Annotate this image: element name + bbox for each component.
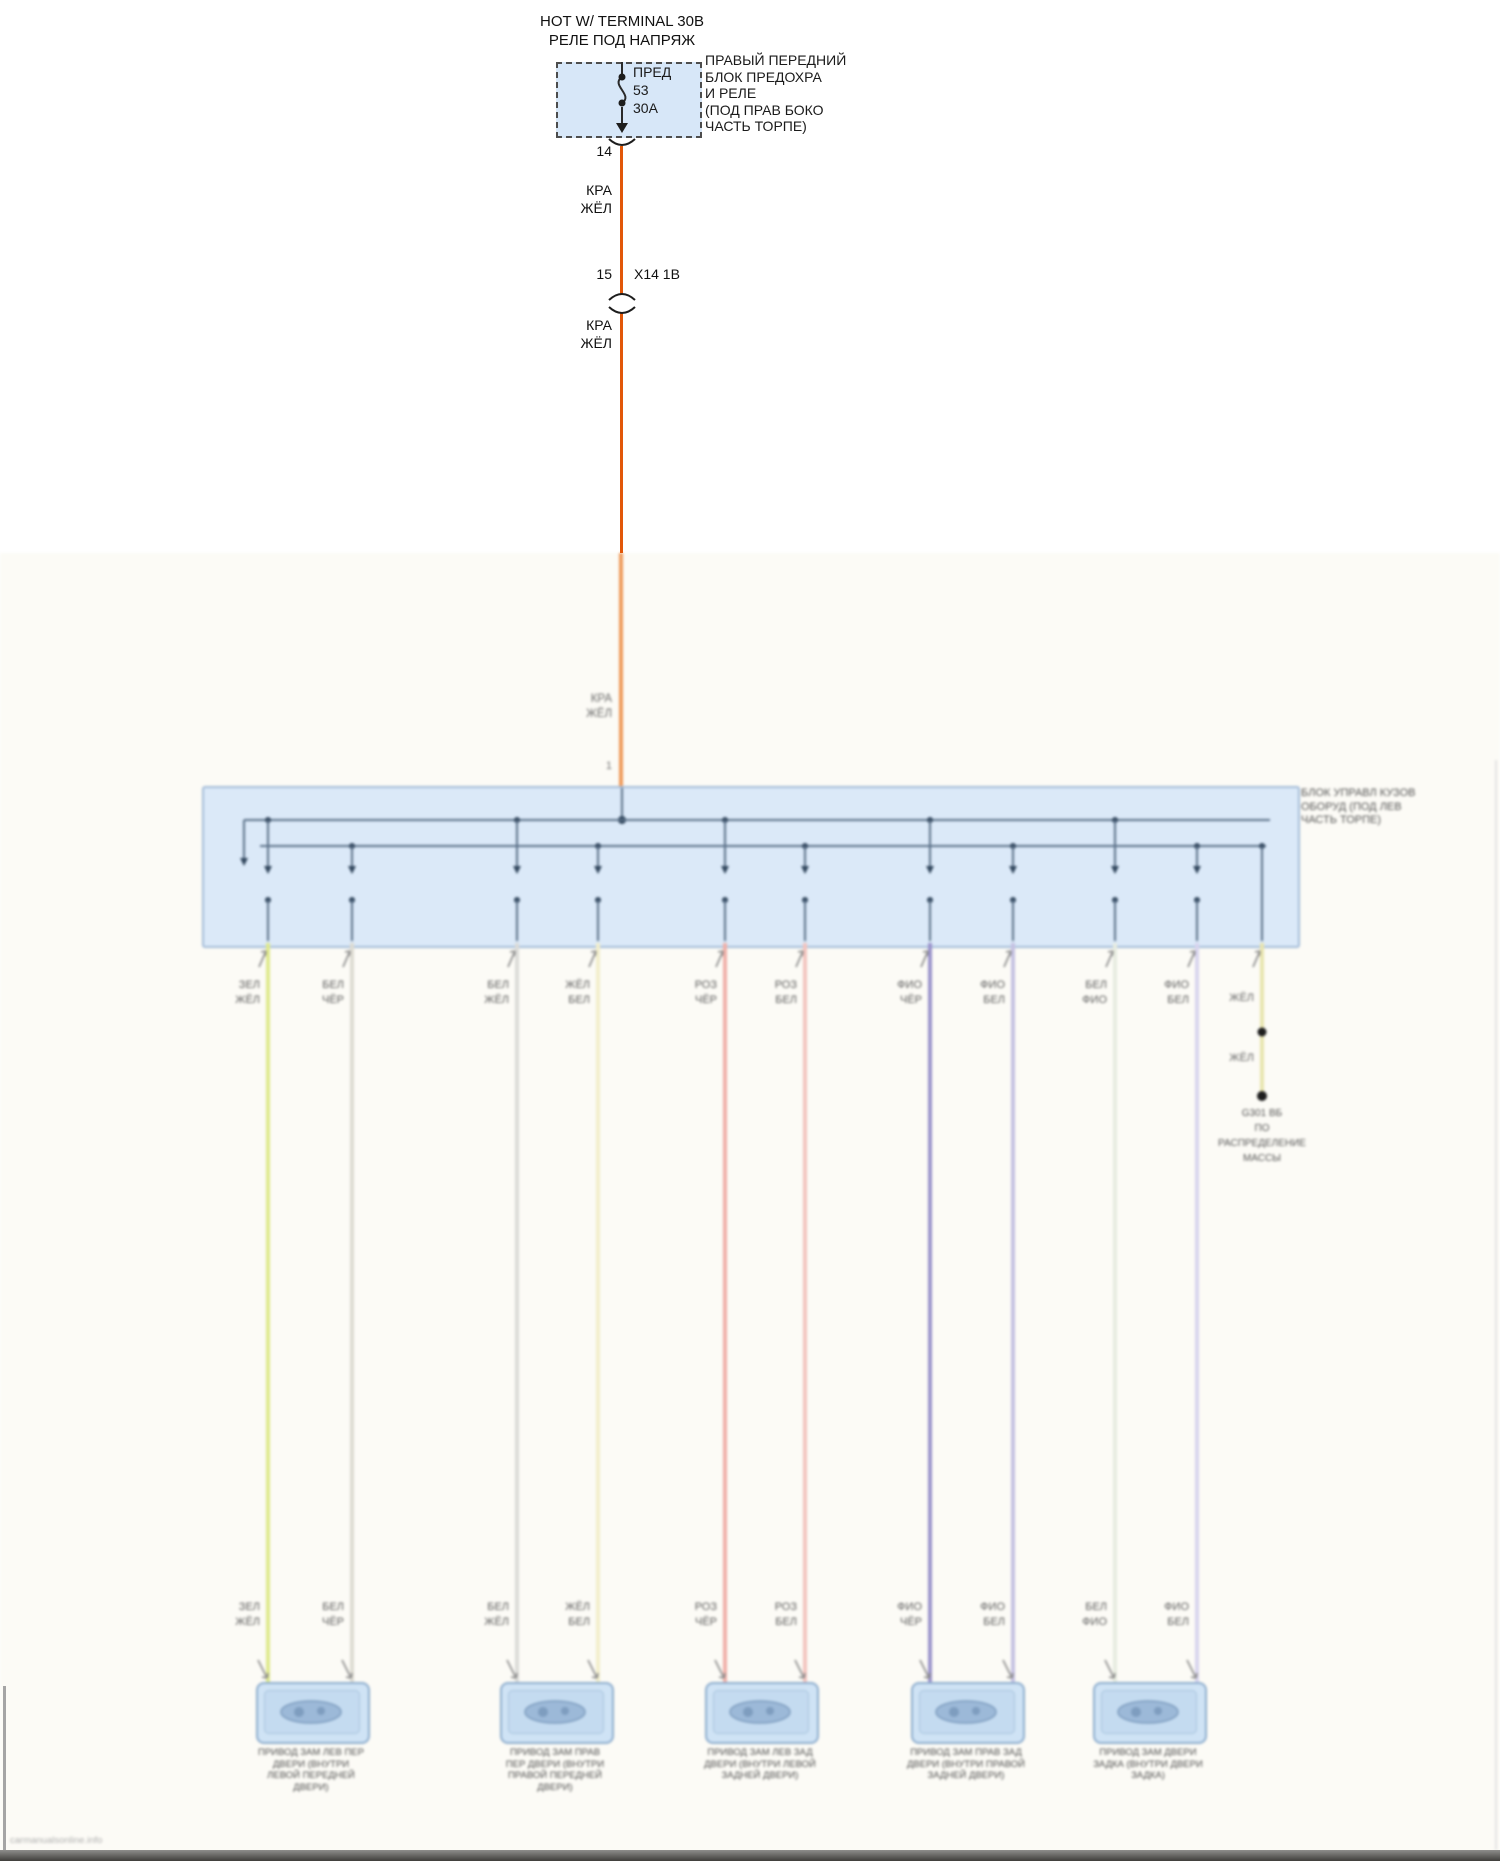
scan-background: [0, 553, 1500, 1852]
fuse-relay-box: [556, 62, 702, 138]
wire-color-label: ФИО БЕЛ: [1164, 1601, 1189, 1628]
actuator-connector-inner: [919, 1690, 1015, 1734]
watermark: carmanualsonline.info: [10, 1835, 103, 1846]
module-location-label: БЛОК УПРАВЛ КУЗОВ ОБОРУД (ПОД ЛЕВ ЧАСТЬ …: [1301, 787, 1416, 826]
wire-color-label: ЗЕЛ ЖЁЛ: [235, 1601, 260, 1628]
hot-feed-title: HOT W/ TERMINAL 30B РЕЛЕ ПОД НАПРЯЖ: [452, 12, 792, 50]
feed-wire-run-label: КРА ЖЁЛ: [586, 693, 612, 720]
fusebox-output-pin: 14: [596, 143, 612, 159]
output-wire: [928, 943, 932, 1682]
actuator-caption: ПРИВОД ЗАМ ДВЕРИ ЗАДКА (ВНУТРИ ДВЕРИ ЗАД…: [1093, 1747, 1203, 1781]
wire-color-label: РОЗ БЕЛ: [774, 979, 797, 1006]
fusebox-location-label: ПРАВЫЙ ПЕРЕДНИЙ БЛОК ПРЕДОХРА И РЕЛЕ (ПО…: [705, 52, 847, 134]
wire-color-label: ЖЁЛ БЕЛ: [565, 1601, 590, 1628]
output-wire: [803, 943, 807, 1682]
wire-color-label: ЗЕЛ ЖЁЛ: [235, 979, 260, 1006]
wire-color-label: БЕЛ ФИО: [1082, 979, 1107, 1006]
hot-feed-title-line1: HOT W/ TERMINAL 30B: [540, 13, 704, 30]
inline-connector-name: X14 1В: [634, 266, 680, 282]
wire-color-label: БЕЛ ЧЁР: [321, 1601, 344, 1628]
actuator-connector-inner: [1101, 1690, 1197, 1734]
wire-color-label: РОЗ ЧЁР: [694, 979, 717, 1006]
inline-connector-pin: 15: [596, 266, 612, 282]
actuator-caption: ПРИВОД ЗАМ ЛЕВ ЗАД ДВЕРИ (ВНУТРИ ЛЕВОЙ З…: [704, 1747, 816, 1781]
output-wire: [350, 943, 354, 1682]
fuse-rating: 30А: [633, 100, 658, 116]
wire-color-label: ФИО ЧЁР: [897, 1601, 922, 1628]
feed-wire-label-lower: КРА ЖЁЛ: [580, 317, 612, 351]
feed-wire-label-upper: КРА ЖЁЛ: [580, 182, 612, 216]
wire-color-label: БЕЛ ФИО: [1082, 1601, 1107, 1628]
fuse-name: ПРЕД: [633, 64, 672, 80]
actuator-caption: ПРИВОД ЗАМ ЛЕВ ПЕР ДВЕРИ (ВНУТРИ ЛЕВОЙ П…: [258, 1747, 364, 1793]
actuator-caption: ПРИВОД ЗАМ ПРАВ ПЕР ДВЕРИ (ВНУТРИ ПРАВОЙ…: [505, 1747, 605, 1793]
wire-color-label: ФИО БЕЛ: [980, 979, 1005, 1006]
output-wire: [1195, 943, 1199, 1682]
wire-color-label: БЕЛ ЧЁР: [321, 979, 344, 1006]
feed-wire-lower-segment: [619, 553, 623, 787]
wire-color-label: БЕЛ ЖЁЛ: [484, 979, 509, 1006]
fuse-number: 53: [633, 82, 649, 98]
module-input-pin: 1: [605, 760, 612, 772]
feed-wire-segment-1: [620, 146, 623, 295]
page-bottom-bar: [0, 1850, 1500, 1861]
feed-wire-segment-2: [620, 312, 623, 553]
wire-color-label: РОЗ БЕЛ: [774, 1601, 797, 1628]
ground-wire: [1260, 943, 1264, 1097]
wire-color-label: БЕЛ ЖЁЛ: [484, 1601, 509, 1628]
page-edge-right: [1495, 760, 1497, 1850]
ground-wire-label-upper: ЖЁЛ: [1229, 992, 1254, 1004]
connector-socket-icon: [608, 138, 636, 146]
wire-color-label: ФИО ЧЁР: [897, 979, 922, 1006]
wire-color-label: ЖЁЛ БЕЛ: [565, 979, 590, 1006]
wire-color-label: РОЗ ЧЁР: [694, 1601, 717, 1628]
output-wire: [723, 943, 727, 1682]
output-wire: [596, 943, 600, 1682]
actuator-caption: ПРИВОД ЗАМ ПРАВ ЗАД ДВЕРИ (ВНУТРИ ПРАВОЙ…: [906, 1747, 1026, 1781]
output-wire: [1011, 943, 1015, 1682]
hot-feed-title-line2: РЕЛЕ ПОД НАПРЯЖ: [548, 32, 696, 49]
wire-color-label: ФИО БЕЛ: [980, 1601, 1005, 1628]
output-wire: [515, 943, 519, 1682]
ground-wire-label-lower: ЖЁЛ: [1229, 1052, 1254, 1064]
ground-termination-label: G301 ВБ ПО РАСПРЕДЕЛЕНИЕ МАССЫ: [1218, 1108, 1306, 1164]
output-wire: [1113, 943, 1117, 1682]
page-edge-left: [3, 1686, 6, 1850]
fuse-callout: ПРЕД 53 30А: [633, 63, 671, 117]
output-wire: [266, 943, 270, 1682]
wire-color-label: ФИО БЕЛ: [1164, 979, 1189, 1006]
